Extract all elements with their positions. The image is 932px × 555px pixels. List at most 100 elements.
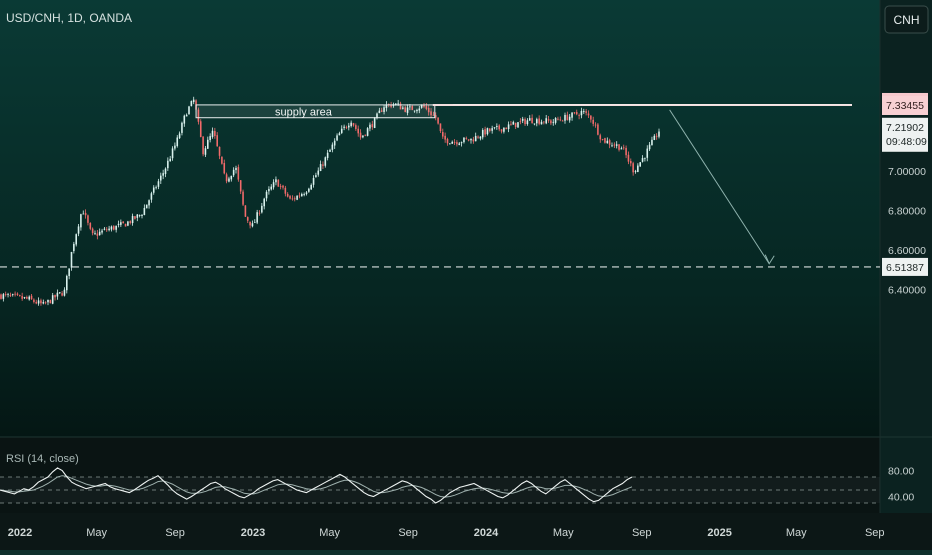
candle-body xyxy=(418,108,421,111)
candle-body xyxy=(371,124,374,128)
currency-button-label: CNH xyxy=(894,13,920,27)
candle-body xyxy=(286,193,289,197)
candle-body xyxy=(564,114,566,121)
candle-body xyxy=(606,140,609,144)
candle-body xyxy=(221,156,223,164)
candle-body xyxy=(282,185,284,188)
candle-body xyxy=(322,164,324,166)
price-axis-background xyxy=(880,0,932,513)
candle-body xyxy=(87,215,89,223)
candle-body xyxy=(627,154,630,162)
candle-body xyxy=(402,107,404,109)
candle-body xyxy=(427,107,430,113)
candle-body xyxy=(127,221,129,226)
candle-body xyxy=(634,171,637,172)
candle-body xyxy=(143,207,146,216)
candle-body xyxy=(122,221,124,224)
candle-body xyxy=(317,170,320,175)
candle-body xyxy=(185,114,188,117)
candle-body xyxy=(373,117,376,128)
candle-body xyxy=(472,139,475,142)
candle-body xyxy=(491,128,493,131)
candle-body xyxy=(42,302,45,304)
candle-body xyxy=(395,103,397,106)
candle-body xyxy=(571,112,573,118)
candle-body xyxy=(329,149,331,152)
candle-body xyxy=(14,293,16,295)
candle-body xyxy=(80,214,82,228)
candle-body xyxy=(575,111,578,115)
time-axis: 2022 May Sep 2023 May Sep 2024 May Sep 2025 May Sep… xyxy=(8,527,885,539)
candle-body xyxy=(644,157,646,159)
candle-body xyxy=(312,177,315,185)
candle-body xyxy=(406,107,409,113)
candle-body xyxy=(533,123,536,125)
candle-body xyxy=(514,122,517,127)
candle-body xyxy=(583,111,585,113)
candle-body xyxy=(378,110,381,114)
candle-body xyxy=(308,188,310,192)
candle-body xyxy=(152,187,155,193)
projection-arrow-head xyxy=(764,254,775,265)
candle-body xyxy=(573,112,576,114)
candle-body xyxy=(68,268,70,277)
last-price-label: 7.21902 xyxy=(886,122,924,134)
candle-body xyxy=(61,293,63,296)
resistance-price-label-bg xyxy=(882,95,928,115)
candle-body xyxy=(113,226,115,230)
candle-body xyxy=(188,106,190,115)
time-tick-label: May xyxy=(553,527,574,539)
candle-body xyxy=(536,119,538,124)
candle-body xyxy=(44,302,47,304)
candle-body xyxy=(479,136,482,139)
candle-body xyxy=(124,223,127,227)
candle-body xyxy=(460,142,463,144)
candle-body xyxy=(500,129,503,132)
candle-body xyxy=(96,233,99,236)
rsi-label: RSI (14, close) xyxy=(6,453,79,465)
candle-body xyxy=(279,186,282,187)
candle-body xyxy=(298,195,301,197)
candle-body xyxy=(345,127,348,128)
candle-body xyxy=(608,140,611,145)
time-tick-label: Sep xyxy=(398,527,418,539)
candle-body xyxy=(477,136,479,138)
candle-body xyxy=(174,145,176,149)
candle-body xyxy=(19,295,21,296)
rsi-tick-80: 80.00 xyxy=(888,466,914,478)
candle-body xyxy=(566,114,569,121)
candle-body xyxy=(658,131,660,137)
candle-body xyxy=(181,122,183,133)
currency-button[interactable]: CNH xyxy=(884,5,929,34)
candle-body xyxy=(190,101,193,107)
candle-body xyxy=(618,144,620,150)
candle-body xyxy=(326,152,329,158)
candle-body xyxy=(352,123,355,126)
candle-body xyxy=(442,132,444,137)
resistance-price-label: 7.33455 xyxy=(886,100,924,112)
time-tick-label: Sep xyxy=(632,527,652,539)
candle-body xyxy=(169,158,171,162)
candle-body xyxy=(653,135,656,140)
candle-body xyxy=(261,205,263,213)
candle-body xyxy=(218,146,221,156)
candle-body xyxy=(138,215,141,216)
candle-body xyxy=(446,139,449,144)
candle-body xyxy=(340,128,343,133)
last-price-label-bg xyxy=(882,117,928,152)
candle-body xyxy=(568,116,571,121)
candle-body xyxy=(399,103,402,110)
candle-body xyxy=(37,300,40,304)
candle-body xyxy=(467,139,470,141)
candle-body xyxy=(277,179,280,187)
candle-body xyxy=(197,109,200,122)
candle-body xyxy=(98,231,101,236)
candle-body xyxy=(451,141,453,144)
candle-body xyxy=(94,233,96,234)
candle-body xyxy=(420,104,423,108)
candle-body xyxy=(192,99,195,103)
candle-body xyxy=(519,121,522,123)
time-axis-background xyxy=(0,513,932,550)
